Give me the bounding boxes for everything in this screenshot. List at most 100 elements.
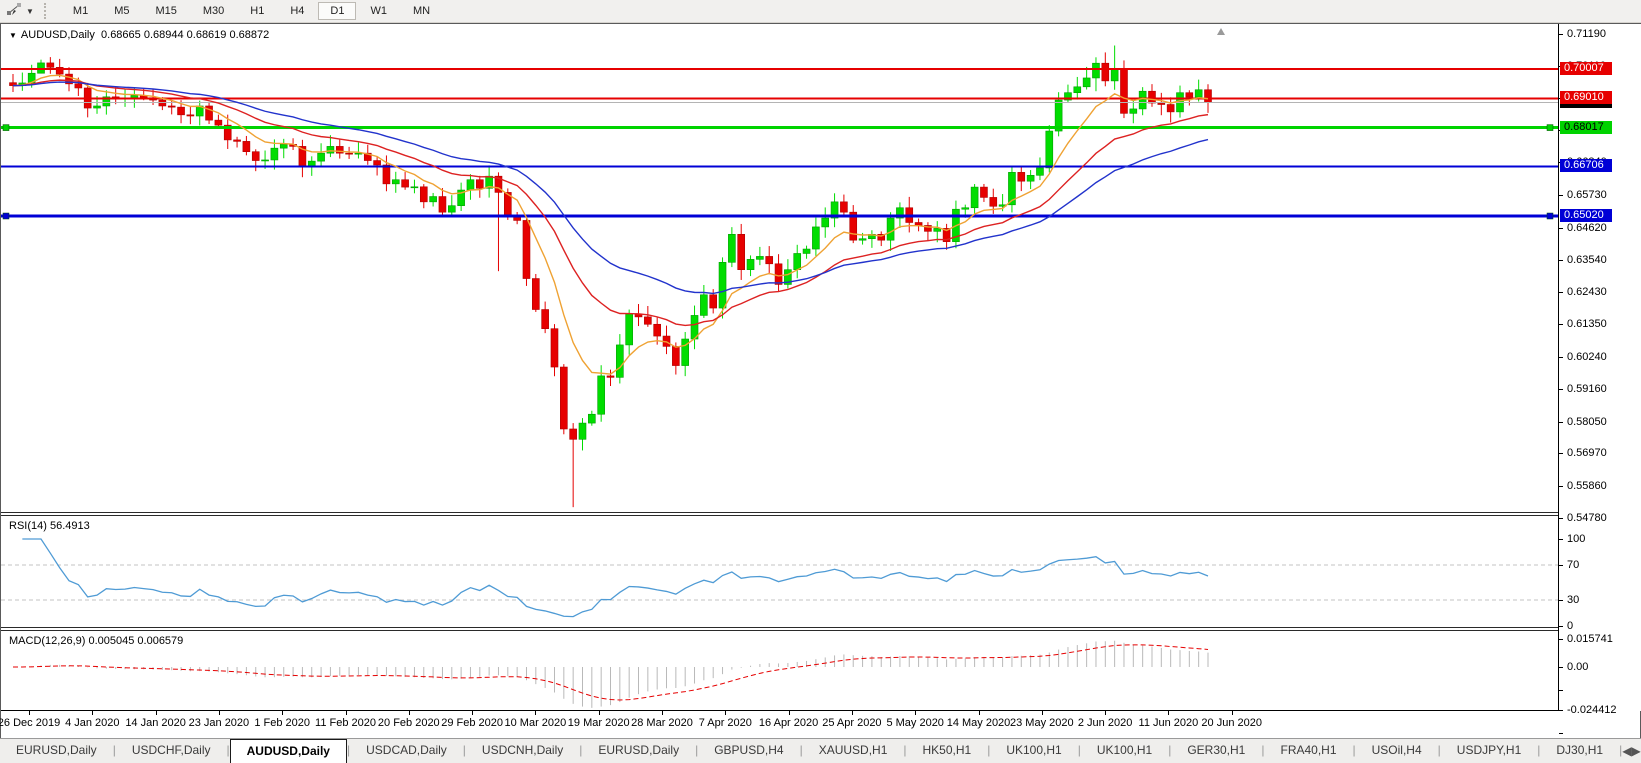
price-axis-tick (1559, 486, 1563, 488)
price-badge-0.69010[interactable]: 0.69010 (1560, 91, 1612, 105)
tab-separator: | (1352, 743, 1356, 757)
price-axis-label: 0.55860 (1567, 480, 1607, 493)
tab-eurusd-daily[interactable]: EURUSD,Daily (598, 743, 680, 757)
collapse-triangle-icon[interactable]: ▼ (9, 31, 17, 40)
price-axis-label: 0.54780 (1567, 512, 1607, 525)
timeframe-button-w1[interactable]: W1 (370, 5, 387, 17)
tab-gbpusd-h4[interactable]: GBPUSD,H4 (714, 743, 784, 757)
panel-splitter-rsi[interactable] (1, 512, 1558, 516)
tab-dj30-h1[interactable]: DJ30,H1 (1556, 743, 1604, 757)
tab-hk50-h1[interactable]: HK50,H1 (922, 743, 972, 757)
price-axis-tick (1559, 227, 1563, 229)
time-axis[interactable]: 26 Dec 2019 4 Jan 2020 14 Jan 2020 23 Jan 2… (0, 710, 1558, 739)
toolbar-grip[interactable] (43, 3, 52, 19)
rsi-axis-label: 100 (1567, 533, 1586, 545)
line-studies-icon[interactable] (6, 1, 22, 22)
panel-splitter-macd[interactable] (1, 627, 1558, 631)
time-axis-tick (598, 711, 600, 715)
time-axis-label: 23 May 2020 (1009, 717, 1074, 729)
timeframe-button-m30[interactable]: M30 (202, 5, 225, 17)
price-axis-tick (1559, 357, 1563, 358)
tab-xauusd-h1[interactable]: XAUUSD,H1 (818, 743, 888, 757)
price-badge-0.65020[interactable]: 0.65020 (1560, 209, 1612, 222)
time-axis-tick (1105, 711, 1107, 715)
tab-usoil-h4[interactable]: USOil,H4 (1371, 743, 1422, 757)
time-axis-tick (472, 711, 474, 715)
macd-axis-tick (1559, 667, 1563, 668)
tab-separator: | (112, 743, 116, 757)
time-axis-tick (851, 711, 853, 715)
chart-ohlc-values: 0.68665 0.68944 0.68619 0.68872 (101, 29, 270, 41)
dropdown-arrow-icon[interactable]: ▼ (26, 6, 34, 16)
price-axis-label: 0.60240 (1567, 351, 1607, 363)
tab-ger30-h1[interactable]: GER30,H1 (1187, 743, 1246, 757)
timeframe-button-h1[interactable]: H1 (250, 5, 265, 17)
macd-label: MACD(12,26,9) 0.005045 0.006579 (9, 635, 184, 647)
tab-fra40-h1[interactable]: FRA40,H1 (1280, 743, 1337, 757)
time-axis-tick (29, 711, 30, 715)
chart-window: ▼ AUDUSD,Daily 0.68665 0.68944 0.68619 0.… (0, 23, 1641, 739)
price-axis-label: 0.62430 (1567, 286, 1607, 299)
price-axis[interactable]: 0.711900.701100.690300.679200.668400.657… (1558, 24, 1641, 735)
timeframe-button-m5[interactable]: M5 (114, 5, 130, 17)
price-axis-tick (1559, 34, 1563, 35)
price-axis-label: 0.56970 (1567, 447, 1607, 460)
price-axis-label: 0.58050 (1567, 415, 1607, 428)
tab-audusd-daily[interactable]: AUDUSD,Daily (229, 739, 347, 763)
tab-separator: | (987, 743, 991, 757)
time-axis-tick (92, 711, 94, 715)
price-badge-0.70007[interactable]: 0.70007 (1560, 61, 1612, 75)
tab-usdcnh-daily[interactable]: USDCNH,Daily (481, 743, 564, 757)
rsi-axis-label: 0 (1567, 620, 1574, 632)
price-axis-tick (1559, 421, 1563, 423)
tab-uk100-h1[interactable]: UK100,H1 (1096, 743, 1153, 757)
rsi-axis-tick (1559, 599, 1563, 601)
timeframe-button-h4[interactable]: H4 (290, 5, 305, 17)
time-axis-tick (725, 711, 727, 715)
macd-indicator-chart[interactable] (1, 631, 1558, 710)
tab-separator: | (695, 743, 699, 757)
price-axis-tick (1559, 259, 1563, 261)
time-axis-label: 14 Jan 2020 (125, 717, 186, 729)
tab-usdjpy-h1[interactable]: USDJPY,H1 (1456, 743, 1522, 757)
price-badge-0.68017[interactable]: 0.68017 (1560, 120, 1612, 134)
tab-eurusd-daily[interactable]: EURUSD,Daily (16, 743, 97, 757)
timeframe-button-m15[interactable]: M15 (155, 5, 177, 17)
tab-scroll-left-icon[interactable]: ◀ (1622, 744, 1632, 758)
rsi-label: RSI(14) 56.4913 (9, 520, 90, 532)
time-axis-label: 7 Apr 2020 (698, 717, 752, 729)
timeframe-button-d1[interactable]: D1 (318, 2, 357, 20)
price-axis-label: 0.71190 (1567, 28, 1606, 40)
tab-usdcad-daily[interactable]: USDCAD,Daily (366, 743, 447, 757)
rsi-axis-label: 30 (1567, 593, 1580, 606)
time-axis-label: 5 May 2020 (886, 717, 944, 729)
price-axis-tick (1559, 195, 1563, 197)
tab-usdchf-daily[interactable]: USDCHF,Daily (131, 743, 211, 757)
time-axis-label: 10 Mar 2020 (504, 717, 567, 729)
price-axis-label: 0.65730 (1567, 189, 1607, 202)
rsi-axis-tick (1559, 626, 1563, 627)
timeframe-button-m1[interactable]: M1 (72, 5, 89, 17)
time-axis-label: 14 May 2020 (946, 717, 1011, 729)
chart-symbol-label: AUDUSD,Daily (20, 29, 95, 41)
tab-uk100-h1[interactable]: UK100,H1 (1006, 743, 1062, 757)
tab-separator: | (1537, 743, 1541, 757)
rsi-indicator-chart[interactable] (1, 516, 1558, 627)
time-axis-label: 25 Apr 2020 (822, 717, 882, 729)
time-axis-tick (978, 711, 980, 715)
time-axis-tick (915, 711, 917, 715)
macd-axis-label: -0.024412 (1567, 704, 1617, 717)
candlestick-chart[interactable] (1, 24, 1558, 512)
time-axis-label: 28 Mar 2020 (631, 717, 693, 729)
price-axis-tick (1559, 292, 1563, 294)
time-axis-tick (1168, 711, 1170, 715)
price-badge-0.66706[interactable]: 0.66706 (1560, 159, 1612, 173)
rsi-axis-label: 70 (1567, 559, 1580, 572)
time-axis-label: 23 Jan 2020 (188, 717, 250, 729)
tab-scroll-arrows: ◀ ▶ (1622, 739, 1641, 763)
tab-separator: | (1168, 743, 1172, 757)
time-axis-tick (1041, 711, 1043, 715)
time-axis-tick (155, 711, 157, 715)
timeframe-button-mn[interactable]: MN (412, 5, 431, 17)
tab-scroll-right-icon[interactable]: ▶ (1631, 744, 1641, 758)
